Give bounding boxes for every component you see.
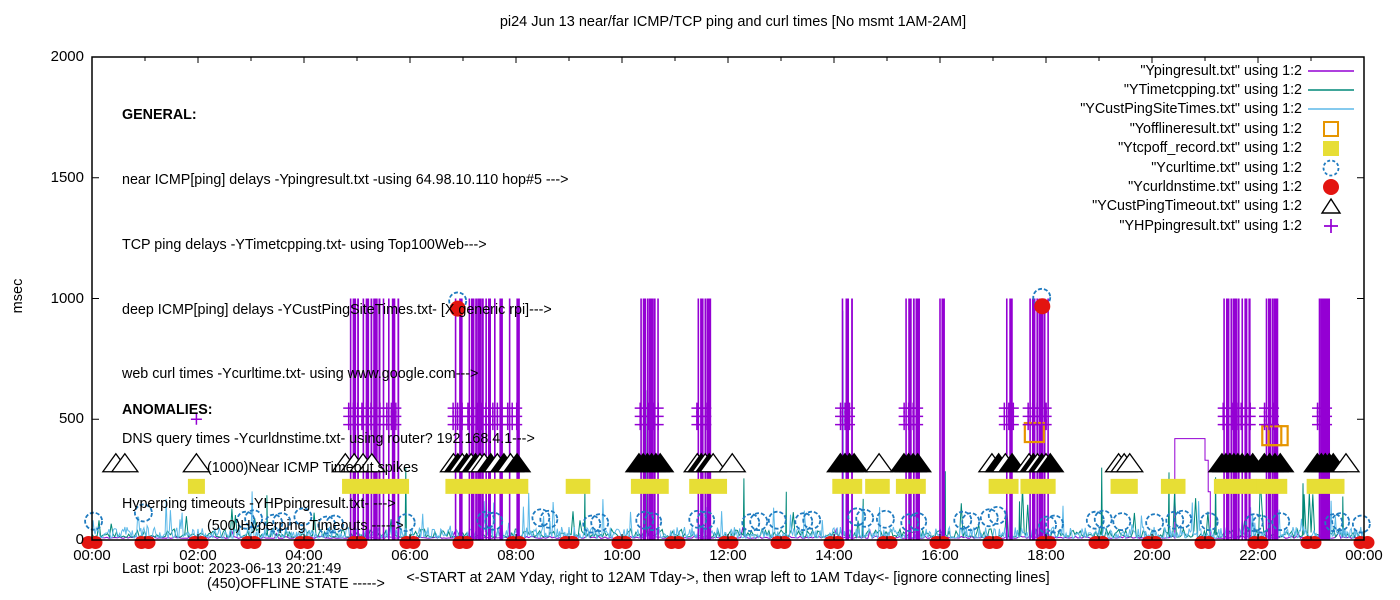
x-tick-label: 10:00: [603, 547, 641, 564]
deep-icmp-timeout-triangles: [101, 452, 1361, 473]
open-circle-icon: [1302, 158, 1360, 178]
line-swatch-icon: [1302, 83, 1360, 97]
y-tick-label: 2000: [50, 48, 84, 65]
axes: [91, 56, 1365, 541]
x-tick-label: 14:00: [815, 547, 853, 564]
x-tick-label: 00:00: [1345, 547, 1383, 564]
legend-row: "Ycurltime.txt" using 1:2: [1000, 158, 1360, 177]
open-triangle-icon: [1302, 196, 1360, 216]
general-line: Hyperping timeouts -YHPpingresult.txt- -…: [122, 495, 396, 512]
near-icmp-timeout-spikes: [349, 298, 1331, 540]
general-heading: GENERAL:: [122, 107, 197, 124]
x-axis-label: <-START at 2AM Yday, right to 12AM Tday-…: [406, 570, 1050, 586]
anomaly-line: (1000)Near ICMP Timeout spikes: [207, 460, 419, 477]
x-tick-label: 12:00: [709, 547, 747, 564]
legend-row: "Ytcpoff_record.txt" using 1:2: [1000, 139, 1360, 158]
chart-title: pi24 Jun 13 near/far ICMP/TCP ping and c…: [499, 14, 967, 30]
tcp-timeout-bars: [187, 478, 1345, 494]
legend-row: "YTimetcpping.txt" using 1:2: [1000, 80, 1360, 99]
x-tick-label: 08:00: [497, 547, 535, 564]
legend: "Ypingresult.txt" using 1:2 "YTimetcppin…: [1000, 61, 1360, 236]
legend-label: "YCustPingSiteTimes.txt" using 1:2: [1080, 101, 1302, 118]
general-line: deep ICMP[ping] delays -YCustPingSiteTim…: [122, 301, 552, 318]
legend-label: "YCustPingTimeout.txt" using 1:2: [1092, 198, 1302, 215]
line-swatch-icon: [1302, 102, 1360, 116]
y-tick-label: 500: [58, 410, 84, 428]
general-line: Last rpi boot: 2023-06-13 20:21:49: [122, 560, 342, 577]
curl-time-circles: [84, 287, 1371, 535]
general-notes: GENERAL: near ICMP[ping] delays -Ypingre…: [122, 62, 636, 600]
x-tick-label: 00:00: [73, 547, 111, 564]
offline-state-squares: [1023, 421, 1289, 447]
legend-label: "Yofflineresult.txt" using 1:2: [1129, 120, 1302, 137]
legend-label: "YTimetcpping.txt" using 1:2: [1123, 82, 1302, 99]
x-tick-label: 06:00: [391, 547, 429, 564]
filled-circle-icon: [1302, 177, 1360, 197]
legend-label: "Ypingresult.txt" using 1:2: [1140, 62, 1302, 79]
anomalies-heading: ANOMALIES:: [122, 401, 213, 418]
y-tick-label: 1500: [50, 168, 84, 186]
filled-square-icon: [1302, 139, 1360, 157]
x-tick-label: 16:00: [921, 547, 959, 564]
legend-row: "Ycurldnstime.txt" using 1:2: [1000, 177, 1360, 196]
x-tick-label: 04:00: [285, 547, 323, 564]
legend-label: "Ycurltime.txt" using 1:2: [1151, 159, 1302, 176]
legend-row: "Yofflineresult.txt" using 1:2: [1000, 119, 1360, 138]
line-swatch-icon: [1302, 64, 1360, 78]
legend-row: "Ypingresult.txt" using 1:2: [1000, 61, 1360, 80]
x-tick-label: 02:00: [179, 547, 217, 564]
x-tick-label: 22:00: [1239, 547, 1277, 564]
y-tick-label: 0: [75, 531, 84, 548]
anomaly-line: (500)Hyperping Timeouts ----->: [207, 518, 404, 535]
open-square-icon: [1302, 120, 1360, 138]
general-line: DNS query times -Ycurldnstime.txt- using…: [122, 431, 535, 448]
legend-row: "YCustPingSiteTimes.txt" using 1:2: [1000, 100, 1360, 119]
x-tick-label: 18:00: [1027, 547, 1065, 564]
legend-label: "Ytcpoff_record.txt" using 1:2: [1118, 140, 1302, 157]
anomalies-notes: ANOMALIES: (1000)Near ICMP Timeout spike…: [122, 362, 418, 600]
general-line: TCP ping delays -YTimetcpping.txt- using…: [122, 236, 487, 253]
y-tick-label: 1000: [50, 289, 84, 307]
legend-label: "Ycurldnstime.txt" using 1:2: [1128, 179, 1302, 196]
x-tick-label: 20:00: [1133, 547, 1171, 564]
legend-label: "YHPpingresult.txt" using 1:2: [1119, 217, 1302, 234]
legend-row: "YCustPingTimeout.txt" using 1:2: [1000, 197, 1360, 216]
general-line: web curl times -Ycurltime.txt- using www…: [122, 366, 479, 383]
anomaly-line: (450)OFFLINE STATE ----->: [207, 576, 385, 593]
general-line: near ICMP[ping] delays -Ypingresult.txt …: [122, 171, 569, 188]
plus-icon: [1302, 216, 1360, 236]
hyperping-timeout-plus: [190, 402, 1333, 431]
legend-row: "YHPpingresult.txt" using 1:2: [1000, 216, 1360, 235]
